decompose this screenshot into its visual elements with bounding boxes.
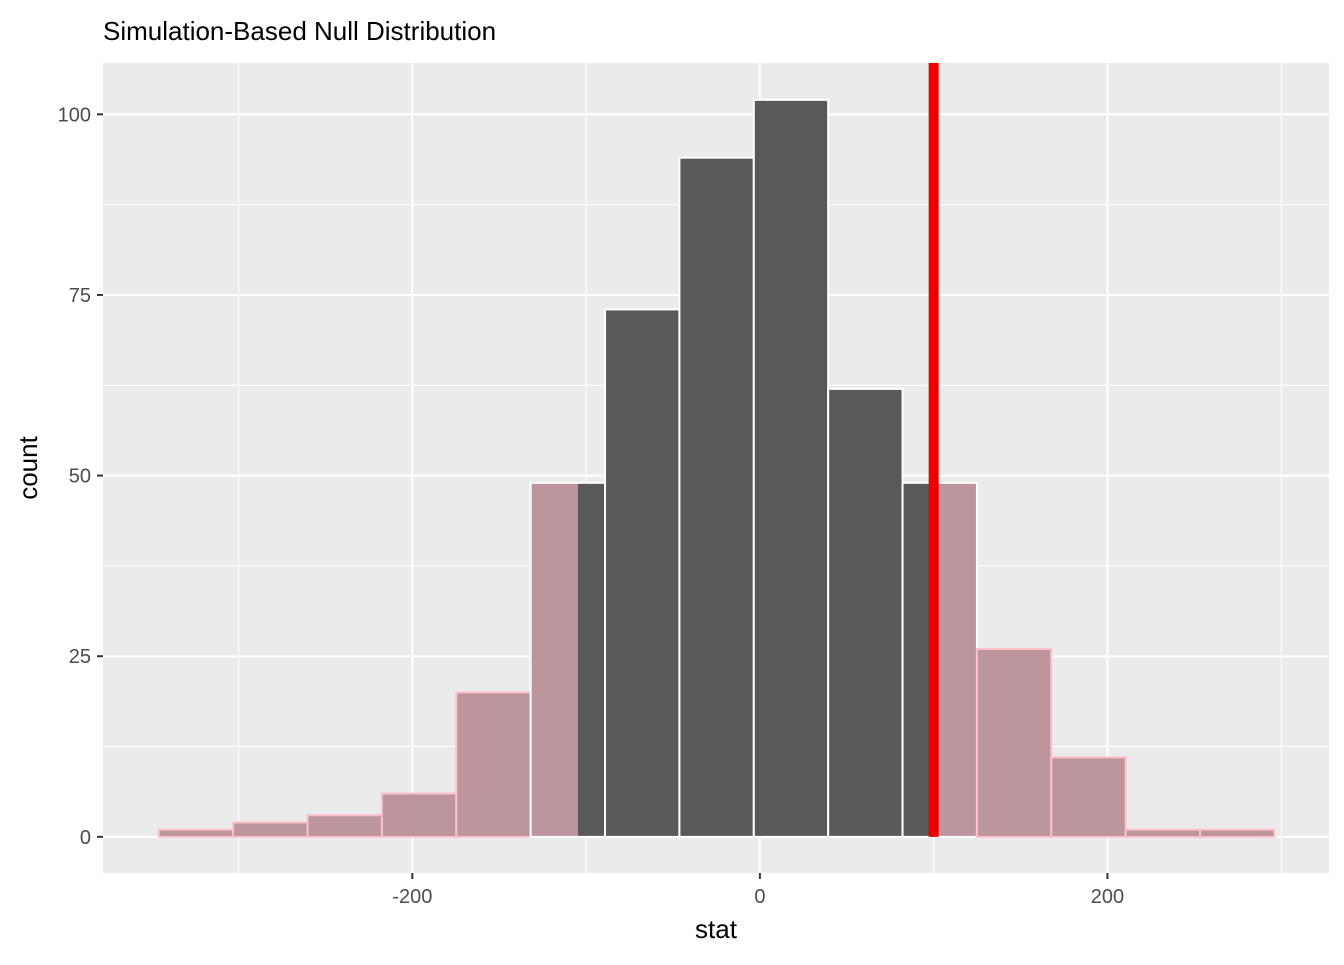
bar-fill [753, 99, 829, 837]
histogram-bar [1124, 828, 1202, 838]
bar-fill [605, 309, 680, 837]
histogram-bar [752, 98, 830, 838]
bar-fill [679, 157, 754, 837]
bar-fill [828, 388, 903, 837]
bars [157, 98, 1276, 838]
histogram-bar [604, 308, 681, 838]
bar-outline [975, 648, 1053, 838]
histogram-bar [1050, 756, 1127, 838]
shaded-region [976, 649, 1052, 837]
histogram-bar [232, 821, 309, 838]
axes: -200 0 200 0 25 50 75 100 [58, 104, 1124, 908]
histogram-bar [975, 648, 1053, 838]
shaded-region [1200, 829, 1275, 837]
chart-title: Simulation-Based Null Distribution [103, 16, 496, 46]
histogram-bar [380, 792, 458, 838]
shaded-region [933, 482, 977, 837]
histogram-bar [529, 481, 607, 838]
x-tick-label: 200 [1091, 886, 1124, 908]
y-tick-label: 0 [80, 827, 91, 849]
histogram-bar [678, 156, 755, 838]
y-axis-label: count [13, 435, 43, 499]
shaded-region [233, 822, 308, 837]
shaded-region [1051, 757, 1126, 837]
histogram-bar [1199, 828, 1276, 838]
x-tick-label: -200 [392, 886, 432, 908]
y-tick-label: 50 [69, 466, 91, 488]
histogram-bar [157, 828, 235, 838]
shaded-region [456, 692, 531, 837]
bar-outline [1050, 756, 1127, 838]
histogram-bar [827, 387, 904, 838]
histogram-bar [901, 481, 978, 838]
x-tick-label: 0 [754, 886, 765, 908]
histogram-bar [306, 814, 383, 838]
bar-outline [1199, 828, 1276, 838]
shaded-region [307, 815, 382, 837]
y-tick-label: 75 [69, 285, 91, 307]
shaded-region [1125, 829, 1201, 837]
x-axis-label: stat [695, 914, 738, 944]
shaded-region [158, 829, 234, 837]
histogram-bar [455, 691, 532, 838]
shaded-region [381, 793, 457, 837]
y-tick-label: 25 [69, 646, 91, 668]
shaded-region [530, 482, 578, 837]
y-tick-label: 100 [58, 104, 91, 126]
